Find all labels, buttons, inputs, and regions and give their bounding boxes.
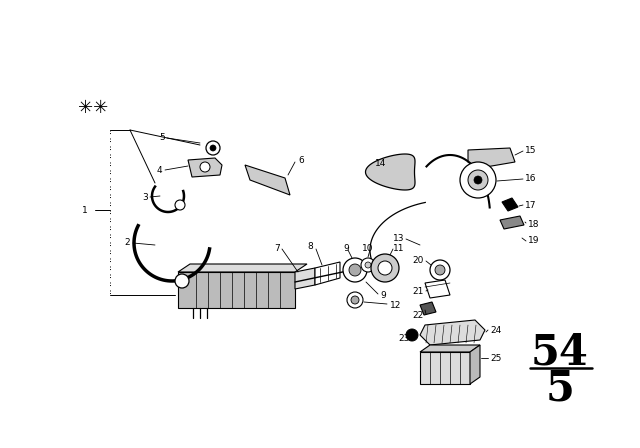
Polygon shape: [295, 268, 315, 289]
Text: 9: 9: [343, 244, 349, 253]
Text: 14: 14: [374, 159, 386, 168]
Circle shape: [371, 254, 399, 282]
Text: 8: 8: [307, 241, 313, 250]
Text: 18: 18: [528, 220, 540, 228]
Polygon shape: [420, 320, 485, 345]
Text: 25: 25: [490, 353, 501, 362]
Circle shape: [343, 258, 367, 282]
Text: 54: 54: [531, 331, 589, 373]
Circle shape: [474, 176, 482, 184]
Text: 7: 7: [275, 244, 280, 253]
Circle shape: [460, 162, 496, 198]
Circle shape: [468, 170, 488, 190]
Text: 16: 16: [525, 173, 536, 182]
Polygon shape: [470, 345, 480, 384]
Circle shape: [175, 274, 189, 288]
Text: 22: 22: [413, 310, 424, 319]
Text: 19: 19: [528, 236, 540, 245]
Polygon shape: [420, 345, 480, 352]
Text: 12: 12: [390, 301, 401, 310]
Text: ✳✳: ✳✳: [78, 99, 108, 117]
Text: 15: 15: [525, 146, 536, 155]
Circle shape: [365, 262, 371, 268]
Text: 9: 9: [380, 290, 386, 300]
Polygon shape: [365, 154, 415, 190]
Text: 13: 13: [392, 233, 404, 242]
Text: 3: 3: [142, 193, 148, 202]
Polygon shape: [468, 148, 515, 168]
Text: 1: 1: [83, 206, 88, 215]
Polygon shape: [425, 280, 450, 298]
Polygon shape: [420, 302, 436, 315]
Circle shape: [435, 265, 445, 275]
Text: 23: 23: [399, 333, 410, 343]
Circle shape: [406, 329, 418, 341]
Text: 17: 17: [525, 201, 536, 210]
Text: 10: 10: [362, 244, 374, 253]
Circle shape: [349, 264, 361, 276]
Polygon shape: [502, 198, 518, 211]
Circle shape: [351, 296, 359, 304]
Circle shape: [175, 200, 185, 210]
Circle shape: [430, 260, 450, 280]
Circle shape: [361, 258, 375, 272]
Circle shape: [206, 141, 220, 155]
Circle shape: [210, 145, 216, 151]
Circle shape: [200, 162, 210, 172]
Bar: [178, 272, 295, 308]
Text: 4: 4: [156, 165, 162, 175]
Polygon shape: [245, 165, 290, 195]
Text: 21: 21: [413, 287, 424, 296]
Bar: [420, 352, 470, 384]
Polygon shape: [315, 262, 340, 285]
Text: 2: 2: [124, 237, 130, 246]
Polygon shape: [500, 216, 524, 229]
Text: 5: 5: [159, 133, 165, 142]
Polygon shape: [178, 264, 307, 272]
Circle shape: [347, 292, 363, 308]
Text: 20: 20: [413, 255, 424, 264]
Text: 6: 6: [298, 155, 304, 164]
Polygon shape: [188, 158, 222, 177]
Text: 5: 5: [545, 367, 575, 409]
Text: 11: 11: [393, 244, 404, 253]
Text: 24: 24: [490, 326, 501, 335]
Circle shape: [378, 261, 392, 275]
